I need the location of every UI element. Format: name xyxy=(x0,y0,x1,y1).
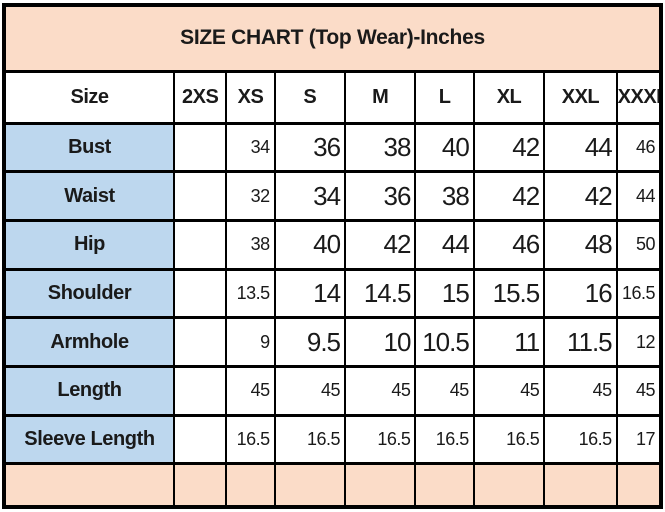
footer-empty-row xyxy=(2,462,663,509)
cell: 34 xyxy=(225,121,276,174)
table-row-waist: Waist 32 34 36 38 42 42 44 xyxy=(2,170,663,223)
cell: 15 xyxy=(414,267,475,320)
cell: 12 xyxy=(615,316,663,368)
cell xyxy=(173,219,228,271)
cell: 45 xyxy=(472,364,546,417)
cell: 16.5 xyxy=(273,413,347,466)
cell: 38 xyxy=(414,170,475,223)
cell: 45 xyxy=(615,364,663,417)
cell: 40 xyxy=(273,219,347,271)
empty-cell xyxy=(472,462,546,509)
column-header: XXXL xyxy=(615,69,663,125)
cell xyxy=(173,413,228,466)
cell: 16.5 xyxy=(472,413,546,466)
cell: 11.5 xyxy=(543,316,618,368)
cell: 38 xyxy=(225,219,276,271)
cell: 11 xyxy=(472,316,546,368)
empty-cell xyxy=(173,462,228,509)
cell: 32 xyxy=(225,170,276,223)
cell: 16 xyxy=(543,267,618,320)
cell: 10.5 xyxy=(414,316,475,368)
title-row: SIZE CHART (Top Wear)-Inches xyxy=(3,3,662,73)
empty-cell xyxy=(273,462,347,509)
cell: 44 xyxy=(543,121,618,174)
cell: 45 xyxy=(543,364,618,417)
table-row-sleeve-length: Sleeve Length 16.5 16.5 16.5 16.5 16.5 1… xyxy=(2,413,663,466)
cell: 44 xyxy=(414,219,475,271)
cell: 16.5 xyxy=(344,413,417,466)
row-label: Armhole xyxy=(2,316,176,368)
size-chart-table: SIZE CHART (Top Wear)-Inches Size 2XS XS… xyxy=(2,3,663,509)
cell: 50 xyxy=(615,219,663,271)
chart-title: SIZE CHART (Top Wear)-Inches xyxy=(3,3,662,73)
column-header: XS xyxy=(225,69,276,125)
table-row-bust: Bust 34 36 38 40 42 44 46 xyxy=(2,121,663,174)
size-chart-sheet: SIZE CHART (Top Wear)-Inches Size 2XS XS… xyxy=(2,3,663,509)
cell: 46 xyxy=(615,121,663,174)
cell: 34 xyxy=(273,170,347,223)
row-label: Shoulder xyxy=(2,267,176,320)
cell xyxy=(173,170,228,223)
cell: 48 xyxy=(543,219,618,271)
cell: 16.5 xyxy=(414,413,475,466)
empty-cell xyxy=(2,462,176,509)
empty-cell xyxy=(414,462,475,509)
cell: 16.5 xyxy=(615,267,663,320)
table-row-length: Length 45 45 45 45 45 45 45 xyxy=(2,364,663,417)
cell: 42 xyxy=(344,219,417,271)
cell: 42 xyxy=(543,170,618,223)
cell: 10 xyxy=(344,316,417,368)
cell: 36 xyxy=(273,121,347,174)
cell: 15.5 xyxy=(472,267,546,320)
header-row: Size 2XS XS S M L XL XXL XXXL xyxy=(2,69,663,125)
empty-cell xyxy=(543,462,618,509)
cell: 38 xyxy=(344,121,417,174)
column-header-size: Size xyxy=(2,69,176,125)
cell xyxy=(173,316,228,368)
cell: 13.5 xyxy=(225,267,276,320)
cell: 36 xyxy=(344,170,417,223)
column-header: XXL xyxy=(543,69,618,125)
table-row-shoulder: Shoulder 13.5 14 14.5 15 15.5 16 16.5 xyxy=(2,267,663,320)
cell: 16.5 xyxy=(543,413,618,466)
cell: 45 xyxy=(414,364,475,417)
cell: 17 xyxy=(615,413,663,466)
row-label: Sleeve Length xyxy=(2,413,176,466)
cell xyxy=(173,364,228,417)
cell: 40 xyxy=(414,121,475,174)
cell xyxy=(173,267,228,320)
cell xyxy=(173,121,228,174)
cell: 45 xyxy=(225,364,276,417)
row-label: Length xyxy=(2,364,176,417)
empty-cell xyxy=(615,462,663,509)
column-header: L xyxy=(414,69,475,125)
column-header: S xyxy=(273,69,347,125)
cell: 14 xyxy=(273,267,347,320)
cell: 16.5 xyxy=(225,413,276,466)
cell: 45 xyxy=(273,364,347,417)
cell: 14.5 xyxy=(344,267,417,320)
empty-cell xyxy=(225,462,276,509)
cell: 44 xyxy=(615,170,663,223)
cell: 9.5 xyxy=(273,316,347,368)
cell: 42 xyxy=(472,170,546,223)
cell: 9 xyxy=(225,316,276,368)
row-label: Bust xyxy=(2,121,176,174)
column-header: M xyxy=(344,69,417,125)
empty-cell xyxy=(344,462,417,509)
cell: 46 xyxy=(472,219,546,271)
cell: 42 xyxy=(472,121,546,174)
column-header: XL xyxy=(472,69,546,125)
row-label: Waist xyxy=(2,170,176,223)
row-label: Hip xyxy=(2,219,176,271)
column-header: 2XS xyxy=(173,69,228,125)
table-row-armhole: Armhole 9 9.5 10 10.5 11 11.5 12 xyxy=(2,316,663,368)
cell: 45 xyxy=(344,364,417,417)
table-row-hip: Hip 38 40 42 44 46 48 50 xyxy=(2,219,663,271)
